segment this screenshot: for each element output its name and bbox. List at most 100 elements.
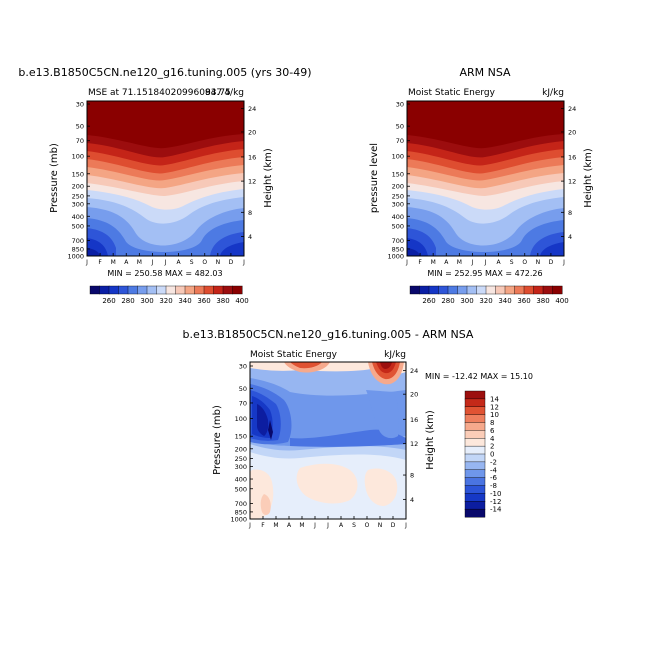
colorbar-swatch bbox=[504, 285, 516, 295]
month-tick-label: D bbox=[391, 522, 396, 529]
diff-band-h bbox=[268, 420, 273, 440]
colorbar-label: 320 bbox=[159, 297, 172, 305]
colorbar-label: 12 bbox=[490, 403, 499, 411]
panel-diff-subtitle-right: kJ/kg bbox=[384, 350, 406, 360]
colorbar-label: 380 bbox=[216, 297, 229, 305]
month-tick-label: D bbox=[229, 259, 234, 266]
pressure-tick-label: 700 bbox=[72, 237, 84, 245]
month-tick-label: J bbox=[405, 259, 408, 266]
colorbar-swatch bbox=[464, 508, 486, 518]
colorbar-label: -6 bbox=[490, 474, 498, 482]
panel-model-ylabel: Pressure (mb) bbox=[49, 143, 60, 213]
colorbar-swatch bbox=[184, 285, 196, 295]
colorbar-swatch bbox=[476, 285, 487, 295]
panel-model-subtitle-right: 4/kg bbox=[224, 88, 244, 98]
colorbar-swatch bbox=[514, 285, 525, 295]
pressure-tick-label: 400 bbox=[392, 213, 404, 221]
diff-band-g bbox=[257, 404, 269, 436]
colorbar-swatch bbox=[464, 485, 486, 494]
colorbar-label: 6 bbox=[490, 427, 495, 435]
height-tick-label: 4 bbox=[568, 233, 572, 241]
height-tick-label: 12 bbox=[568, 178, 576, 186]
panel-model-ylabel-right: Height (km) bbox=[263, 148, 274, 208]
pressure-tick-label: 100 bbox=[392, 153, 404, 161]
height-tick-label: 8 bbox=[568, 209, 572, 217]
pressure-tick-label: 400 bbox=[72, 213, 84, 221]
month-tick-label: S bbox=[190, 259, 194, 266]
pressure-tick-label: 500 bbox=[72, 222, 84, 230]
pressure-tick-label: 100 bbox=[72, 153, 84, 161]
month-tick-label: S bbox=[510, 259, 514, 266]
colorbar-label: 300 bbox=[460, 297, 473, 305]
colorbar-swatch bbox=[464, 453, 486, 463]
colorbar-swatch bbox=[485, 285, 497, 295]
band-13 bbox=[407, 238, 564, 256]
panel-model-stats: MIN = 250.58 MAX = 482.03 bbox=[107, 269, 222, 278]
colorbar-swatch bbox=[222, 285, 234, 295]
pressure-tick-label: 50 bbox=[76, 123, 84, 131]
band-14 bbox=[407, 248, 420, 256]
pressure-tick-label: 50 bbox=[239, 385, 247, 393]
colorbar-swatch bbox=[428, 285, 440, 295]
colorbar-label: 340 bbox=[498, 297, 511, 305]
colorbar-swatch bbox=[118, 285, 129, 295]
height-tick-label: 8 bbox=[410, 472, 414, 480]
colorbar-swatch bbox=[464, 430, 486, 439]
pressure-tick-label: 850 bbox=[72, 245, 84, 253]
height-tick-label: 16 bbox=[410, 416, 418, 424]
month-tick-label: J bbox=[404, 522, 407, 529]
colorbar-swatch bbox=[156, 285, 167, 295]
colorbar-swatch bbox=[108, 285, 120, 295]
panel-diff-field bbox=[250, 362, 406, 519]
diff-band-d bbox=[250, 384, 406, 447]
band-14 bbox=[87, 248, 100, 256]
colorbar-swatch bbox=[137, 285, 148, 295]
pressure-tick-label: 200 bbox=[72, 183, 84, 191]
pressure-tick-label: 30 bbox=[76, 101, 84, 109]
panel-obs-field bbox=[407, 101, 564, 256]
panel-model-title: b.e13.B1850C5CN.ne120_g16.tuning.005 (yr… bbox=[18, 66, 311, 79]
month-tick-label: J bbox=[471, 259, 474, 266]
month-tick-label: A bbox=[444, 259, 449, 266]
diff-band-p bbox=[380, 362, 392, 369]
panel-diff-title: b.e13.B1850C5CN.ne120_g16.tuning.005 - A… bbox=[183, 328, 474, 341]
month-tick-label: A bbox=[287, 522, 292, 529]
colorbar-swatch bbox=[464, 493, 486, 502]
colorbar-label: -2 bbox=[490, 458, 497, 466]
pressure-tick-label: 1000 bbox=[67, 253, 84, 261]
pressure-tick-label: 300 bbox=[235, 463, 247, 471]
colorbar-swatch bbox=[419, 285, 430, 295]
colorbar-label: -8 bbox=[490, 482, 497, 490]
panel-model-subtitle-left: MSE at 71.151840209960947 bbox=[88, 88, 222, 98]
colorbar-swatch bbox=[464, 477, 486, 487]
diff-band-i bbox=[366, 390, 399, 439]
panel-obs-ylabel: pressure level bbox=[369, 143, 380, 213]
colorbar-swatch bbox=[466, 285, 478, 295]
colorbar-swatch bbox=[165, 285, 177, 295]
pressure-tick-label: 250 bbox=[235, 455, 247, 463]
colorbar-swatch bbox=[175, 285, 186, 295]
colorbar-label: -4 bbox=[490, 466, 498, 474]
colorbar-label: -12 bbox=[490, 498, 501, 506]
colorbar-label: 320 bbox=[479, 297, 492, 305]
pressure-tick-label: 100 bbox=[235, 415, 247, 423]
colorbar-swatch bbox=[464, 469, 486, 479]
colorbar-swatch bbox=[89, 285, 101, 295]
colorbar-label: 260 bbox=[422, 297, 435, 305]
pressure-tick-label: 150 bbox=[235, 433, 247, 441]
month-tick-label: A bbox=[124, 259, 129, 266]
colorbar-label: 10 bbox=[490, 411, 499, 419]
colorbar-label: 400 bbox=[235, 297, 248, 305]
panel-obs-subtitle-left: Moist Static Energy bbox=[408, 88, 496, 98]
month-tick-label: F bbox=[261, 522, 265, 529]
height-tick-label: 24 bbox=[568, 105, 576, 113]
pressure-tick-label: 250 bbox=[392, 192, 404, 200]
pressure-tick-label: 400 bbox=[235, 476, 247, 484]
pressure-tick-label: 1000 bbox=[230, 516, 247, 524]
pressure-tick-label: 150 bbox=[392, 170, 404, 178]
colorbar-swatch bbox=[232, 285, 243, 295]
colorbar-swatch bbox=[464, 438, 486, 447]
colorbar-label: 8 bbox=[490, 419, 494, 427]
